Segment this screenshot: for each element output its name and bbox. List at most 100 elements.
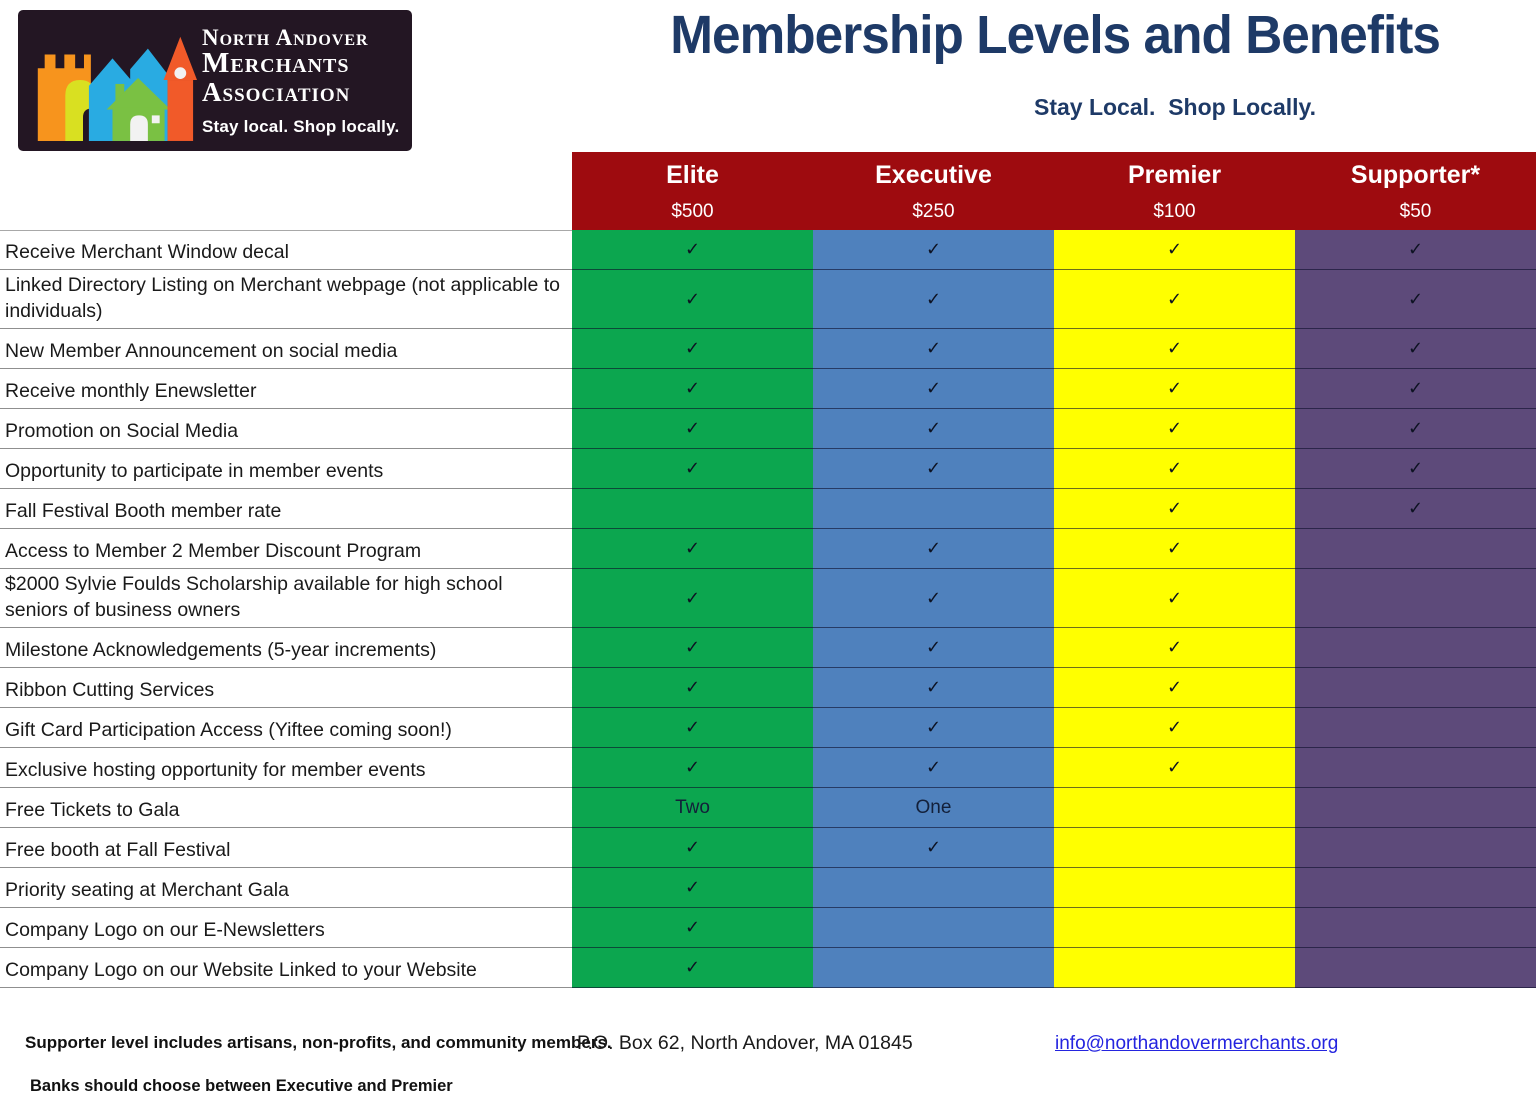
check-icon: ✓ [1166, 338, 1183, 358]
cell-executive: ✓ [813, 628, 1054, 668]
cell-premier: ✓ [1054, 270, 1295, 329]
table-row: Receive monthly Enewsletter ✓ ✓ ✓ ✓ [0, 369, 1536, 409]
column-header-supporter: Supporter* $50 [1295, 152, 1536, 230]
check-icon: ✓ [684, 917, 701, 937]
benefit-label: Promotion on Social Media [0, 409, 572, 449]
check-icon: ✓ [684, 717, 701, 737]
column-price: $250 [912, 201, 955, 222]
cell-executive: ✓ [813, 828, 1054, 868]
check-icon: ✓ [925, 458, 942, 478]
table-body: Receive Merchant Window decal ✓ ✓ ✓ ✓ Linked … [0, 230, 1536, 988]
cell-supporter [1295, 668, 1536, 708]
check-icon: ✓ [684, 338, 701, 358]
check-icon: ✓ [1166, 418, 1183, 438]
check-icon: ✓ [1166, 587, 1183, 608]
cell-supporter [1295, 788, 1536, 828]
column-header-premier: Premier $100 [1054, 152, 1295, 230]
benefit-label: Gift Card Participation Access (Yiftee c… [0, 708, 572, 748]
cell-executive: ✓ [813, 708, 1054, 748]
cell-executive: ✓ [813, 748, 1054, 788]
benefit-label: New Member Announcement on social media [0, 329, 572, 369]
contact-email-link[interactable]: info@northandovermerchants.org [1055, 1033, 1339, 1054]
cell-elite [572, 489, 813, 529]
cell-supporter [1295, 628, 1536, 668]
check-icon: ✓ [1407, 338, 1424, 358]
membership-table: Elite $500 Executive $250 Premier $100 Support… [0, 152, 1536, 988]
check-icon: ✓ [1166, 458, 1183, 478]
check-icon: ✓ [925, 378, 942, 398]
check-icon: ✓ [1407, 498, 1424, 518]
logo-buildings-icon [37, 36, 198, 141]
check-icon: ✓ [1407, 378, 1424, 398]
cell-elite: ✓ [572, 569, 813, 628]
column-header-executive: Executive $250 [813, 152, 1054, 230]
column-title: Executive [875, 161, 992, 189]
check-icon: ✓ [684, 957, 701, 977]
column-title: Premier [1127, 161, 1222, 189]
check-icon: ✓ [1166, 637, 1183, 657]
cell-supporter [1295, 569, 1536, 628]
cell-elite: ✓ [572, 628, 813, 668]
page-subtitle: Stay Local. Shop Locally. [1033, 94, 1317, 120]
check-icon: ✓ [925, 677, 942, 697]
cell-premier [1054, 948, 1295, 988]
cell-supporter: ✓ [1295, 489, 1536, 529]
check-icon: ✓ [684, 677, 701, 697]
check-icon: ✓ [1407, 418, 1424, 438]
check-icon: ✓ [1166, 538, 1183, 558]
table-row: Company Logo on our Website Linked to yo… [0, 948, 1536, 988]
column-price: $500 [671, 201, 714, 222]
cell-executive: ✓ [813, 329, 1054, 369]
cell-supporter: ✓ [1295, 449, 1536, 489]
benefit-label: Company Logo on our Website Linked to yo… [0, 948, 572, 988]
cell-elite: ✓ [572, 409, 813, 449]
cell-premier: ✓ [1054, 449, 1295, 489]
benefit-label: Exclusive hosting opportunity for member… [0, 748, 572, 788]
cell-elite: ✓ [572, 449, 813, 489]
cell-supporter [1295, 948, 1536, 988]
cell-executive: ✓ [813, 529, 1054, 569]
cell-supporter: ✓ [1295, 270, 1536, 329]
benefit-label: Linked Directory Listing on Merchant web… [0, 270, 572, 329]
cell-elite: ✓ [572, 329, 813, 369]
cell-elite: ✓ [572, 948, 813, 988]
cell-premier: ✓ [1054, 708, 1295, 748]
table-row: Opportunity to participate in member eve… [0, 449, 1536, 489]
benefit-label: Opportunity to participate in member eve… [0, 449, 572, 489]
benefit-label: Priority seating at Merchant Gala [0, 868, 572, 908]
table-row: Receive Merchant Window decal ✓ ✓ ✓ ✓ [0, 230, 1536, 270]
cell-text: One [915, 796, 952, 818]
check-icon: ✓ [925, 717, 942, 737]
cell-executive: ✓ [813, 270, 1054, 329]
check-icon: ✓ [1166, 378, 1183, 398]
cell-executive [813, 948, 1054, 988]
check-icon: ✓ [925, 288, 942, 309]
organization-logo: North Andover Merchants Association Stay… [18, 10, 412, 151]
benefit-label: Access to Member 2 Member Discount Progr… [0, 529, 572, 569]
cell-elite: ✓ [572, 529, 813, 569]
cell-supporter: ✓ [1295, 369, 1536, 409]
logo-tagline: Stay local. Shop locally. [202, 117, 400, 137]
cell-elite: ✓ [572, 828, 813, 868]
benefit-label: Company Logo on our E-Newsletters [0, 908, 572, 948]
cell-executive: ✓ [813, 409, 1054, 449]
table-row: Free booth at Fall Festival ✓ ✓ [0, 828, 1536, 868]
check-icon: ✓ [1166, 717, 1183, 737]
check-icon: ✓ [684, 877, 701, 897]
table-row: Ribbon Cutting Services ✓ ✓ ✓ [0, 668, 1536, 708]
cell-premier [1054, 788, 1295, 828]
check-icon: ✓ [925, 239, 942, 259]
check-icon: ✓ [1407, 288, 1424, 309]
check-icon: ✓ [684, 418, 701, 438]
check-icon: ✓ [925, 538, 942, 558]
check-icon: ✓ [684, 288, 701, 309]
column-price: $100 [1153, 201, 1196, 222]
table-row: New Member Announcement on social media ✓… [0, 329, 1536, 369]
cell-elite: ✓ [572, 748, 813, 788]
cell-executive: ✓ [813, 369, 1054, 409]
column-title: Supporter* [1350, 161, 1481, 189]
benefit-label: Receive monthly Enewsletter [0, 369, 572, 409]
column-header-elite: Elite $500 [572, 152, 813, 230]
cell-premier: ✓ [1054, 409, 1295, 449]
cell-premier: ✓ [1054, 628, 1295, 668]
